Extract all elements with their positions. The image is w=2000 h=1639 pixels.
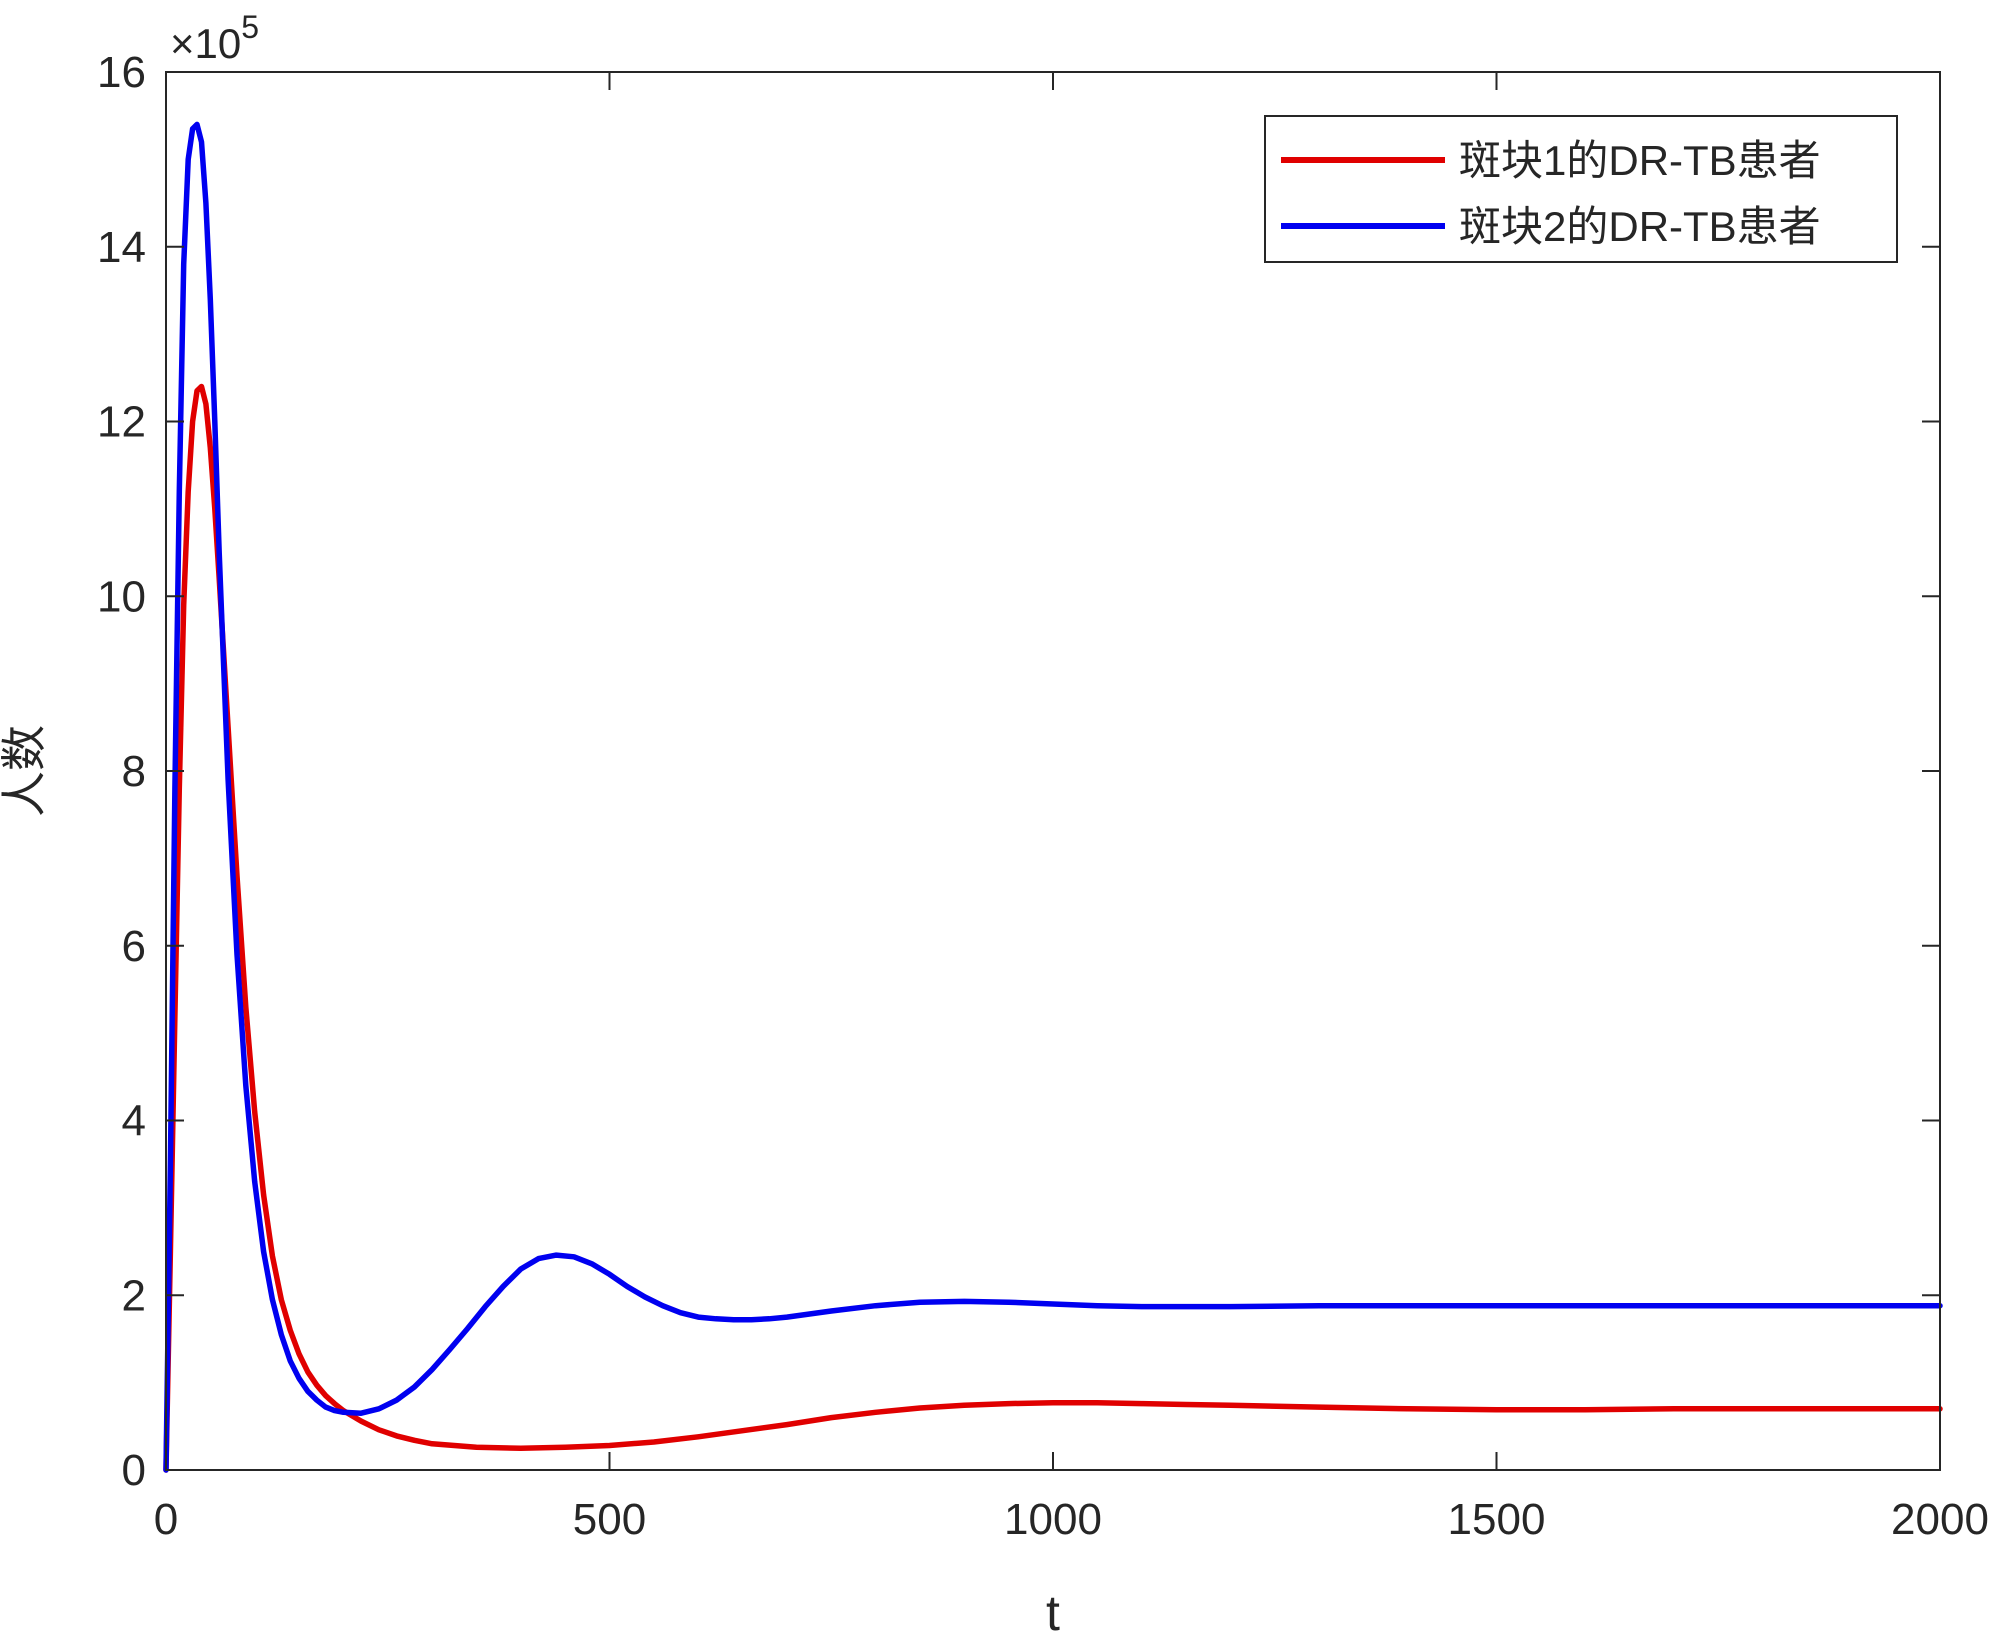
series-layer [163,121,1943,1473]
y-tick-label: 0 [122,1446,146,1495]
y-tick-label: 4 [122,1097,146,1146]
y-tick-label: 16 [97,48,146,97]
y-axis-label: 人数 [0,725,50,817]
series-line-1 [163,383,1943,1473]
y-tick-label: 2 [122,1271,146,1320]
x-tick-label: 0 [154,1495,178,1544]
x-tick-label: 2000 [1891,1495,1989,1544]
x-tick-label: 500 [573,1495,646,1544]
legend-box [1264,115,1898,263]
y-tick-label: 6 [122,922,146,971]
ticks-layer: 0 500 1000 1500 2000 0 2 4 6 8 10 12 14 16 [97,48,1989,1544]
series-line-2 [163,121,1943,1473]
x-axis-label: t [1046,1585,1060,1634]
y-axis-exponent-power: 5 [241,9,259,45]
y-axis-exponent: ×105 [170,9,259,67]
legend-label-series-2: 斑块2的DR-TB患者 [1459,203,1821,250]
x-tick-label: 1000 [1004,1495,1102,1544]
plot-frame [165,71,1941,1471]
y-tick-label: 8 [122,747,146,796]
y-tick-label: 14 [97,223,146,272]
y-tick-label: 10 [97,572,146,621]
y-axis-exponent-base: ×10 [170,20,241,67]
legend: 斑块1的DR-TB患者 斑块2的DR-TB患者 [1264,115,1898,263]
x-tick-label: 1500 [1448,1495,1546,1544]
y-tick-label: 12 [97,398,146,447]
legend-label-series-1: 斑块1的DR-TB患者 [1459,137,1821,184]
